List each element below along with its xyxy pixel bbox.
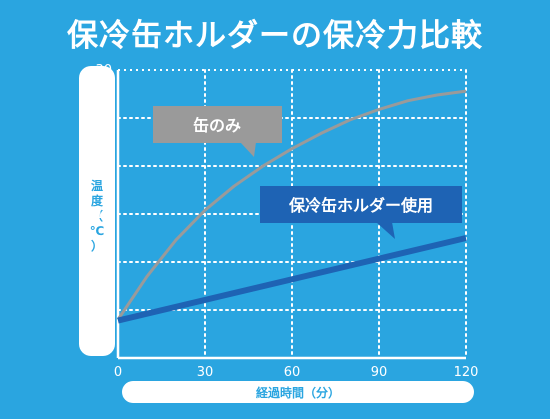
y-tick-label: 30	[95, 63, 112, 78]
x-axis-label-pill	[122, 381, 474, 403]
callout-can-only-box	[153, 106, 282, 143]
series-line-1	[117, 235, 467, 324]
y-axis-label-pill	[79, 66, 115, 356]
y-tick-label: 25	[95, 111, 112, 126]
x-axis-label: 経過時間（分）	[256, 385, 340, 400]
callout-holder-label: 保冷缶ホルダー使用	[288, 196, 433, 215]
tick-labels: 0 30 60 90 120 5 10 15 20 25 30	[95, 63, 478, 380]
y-axis-label-char: （	[91, 208, 103, 223]
y-axis-label-char: ℃	[90, 224, 105, 238]
series-lines	[116, 89, 467, 324]
x-tick-label: 90	[371, 365, 388, 380]
callout-holder-pointer	[376, 222, 395, 239]
callout-can-only: 缶のみ	[153, 106, 282, 157]
y-tick-label: 5	[104, 303, 112, 318]
y-axis-label: 温度（℃）	[90, 179, 105, 253]
callout-holder-box	[260, 186, 462, 223]
callout-holder: 保冷缶ホルダー使用	[260, 186, 462, 239]
y-axis-label-char: 温	[91, 179, 103, 193]
callout-can-only-pointer	[240, 142, 256, 157]
y-tick-label: 20	[95, 159, 112, 174]
y-tick-label: 10	[95, 255, 112, 270]
x-tick-label: 60	[284, 365, 301, 380]
chart-title: 保冷缶ホルダーの保冷力比較	[67, 18, 483, 54]
y-axis-label-char: ）	[91, 238, 103, 253]
x-tick-label: 120	[454, 365, 479, 380]
x-tick-label: 30	[197, 365, 214, 380]
axes	[116, 69, 467, 360]
series-line-0	[116, 89, 467, 321]
callout-can-only-label: 缶のみ	[193, 116, 241, 135]
y-axis-label-char: 度	[91, 193, 104, 208]
x-tick-label: 0	[114, 365, 122, 380]
y-tick-label: 15	[95, 207, 112, 222]
